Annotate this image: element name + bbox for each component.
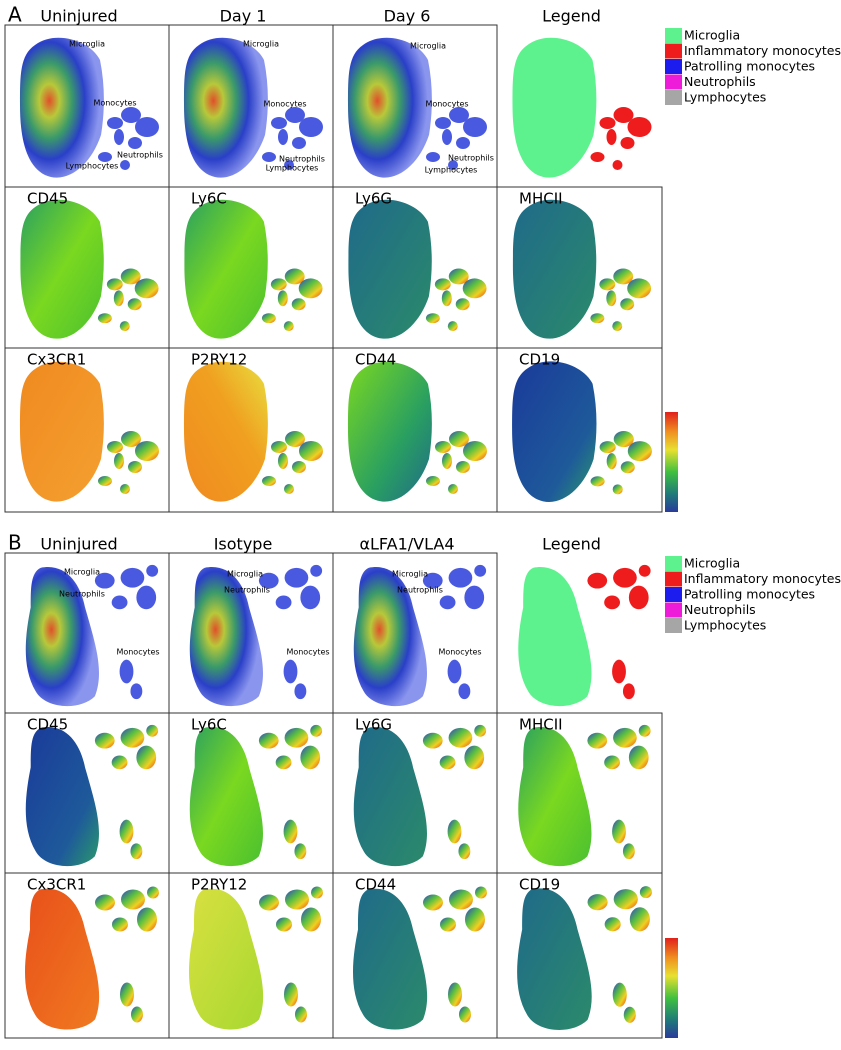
legend-swatch (665, 28, 682, 43)
marker-label: CD45 (27, 190, 68, 208)
cell-plot (20, 199, 159, 339)
legend-label: Neutrophils (684, 74, 756, 89)
column-title: Legend (542, 535, 601, 554)
legend-swatch (665, 571, 682, 587)
column-title: Day 6 (384, 7, 431, 26)
cluster-annotation: Microglia (392, 570, 428, 579)
cell-plot (348, 361, 487, 502)
cell-plot (518, 724, 651, 867)
cell-plot (518, 564, 651, 707)
labels: A Uninjured Day 1 Day 6 Legend Microglia Monoc… (8, 3, 841, 1038)
legend-swatch (665, 74, 682, 90)
cluster-annotation: Lymphocytes (266, 164, 319, 173)
legend-swatch (665, 618, 682, 633)
panel-label: A (8, 3, 22, 27)
cell-plot (184, 199, 323, 339)
cell-plot (25, 724, 159, 867)
cluster-annotation: Monocytes (438, 648, 481, 657)
marker-label: CD44 (355, 351, 396, 369)
legend-label: Lymphocytes (684, 618, 766, 633)
cluster-annotation: Microglia (69, 40, 105, 49)
cluster-annotation: Microglia (64, 568, 100, 577)
marker-label: Cx3CR1 (27, 876, 86, 894)
plot-grid (4, 24, 663, 1039)
cell-plot (20, 361, 159, 502)
marker-label: Ly6G (355, 190, 392, 208)
cluster-annotation: Lymphocytes (66, 162, 119, 171)
legend-swatch (665, 59, 682, 74)
cluster-annotation: Monocytes (263, 100, 306, 109)
cluster-annotation: Neutrophils (279, 155, 325, 164)
legend-swatch (665, 602, 682, 618)
legend-label: Lymphocytes (684, 90, 766, 105)
cell-plot (517, 886, 652, 1030)
legend-label: Neutrophils (684, 602, 756, 617)
legend-label: Microglia (684, 28, 740, 43)
marker-label: Ly6G (355, 716, 392, 734)
cluster-annotation: Neutrophils (397, 586, 443, 595)
marker-label: MHCII (519, 716, 563, 734)
cell-plot (512, 361, 652, 503)
cluster-annotation: Microglia (410, 42, 446, 51)
legend-label: Inflammatory monocytes (684, 571, 841, 586)
marker-label: CD19 (519, 876, 560, 894)
column-title: αLFA1/VLA4 (359, 535, 454, 554)
cell-plot (512, 37, 652, 178)
legend-swatch (665, 556, 682, 571)
cluster-annotation: Lymphocytes (425, 166, 478, 175)
cluster-annotation: Neutrophils (59, 590, 105, 599)
marker-label: CD45 (27, 716, 68, 734)
marker-label: P2RY12 (191, 876, 247, 894)
cluster-annotation: Microglia (227, 570, 263, 579)
panel-label: B (8, 531, 22, 555)
column-title: Legend (542, 7, 601, 26)
cell-border (496, 872, 663, 1039)
marker-label: CD19 (519, 351, 560, 369)
cell-plot (189, 886, 323, 1030)
marker-label: Ly6C (191, 190, 227, 208)
cluster-annotation: Monocytes (425, 100, 468, 109)
column-title: Uninjured (40, 535, 117, 554)
legend-swatch (665, 43, 682, 59)
cluster-annotation: Neutrophils (224, 586, 270, 595)
cluster-annotation: Monocytes (93, 99, 136, 108)
legend-label: Patrolling monocytes (684, 59, 815, 74)
cell-border (496, 347, 663, 513)
marker-label: CD44 (355, 876, 396, 894)
cluster-annotation: Neutrophils (117, 151, 163, 160)
cell-plot (353, 886, 487, 1030)
cell-plot (184, 361, 323, 502)
cluster-annotation: Monocytes (286, 648, 329, 657)
cell-plot (353, 724, 487, 867)
marker-label: Ly6C (191, 716, 227, 734)
color-bar (665, 412, 678, 512)
legend-swatch (665, 90, 682, 105)
marker-label: Cx3CR1 (27, 351, 86, 369)
legend-label: Patrolling monocytes (684, 587, 815, 602)
legend-label: Microglia (684, 556, 740, 571)
column-title: Day 1 (220, 7, 267, 26)
cluster-annotation: Monocytes (116, 648, 159, 657)
marker-label: MHCII (519, 190, 563, 208)
cell-plot (189, 724, 323, 867)
marker-label: P2RY12 (191, 351, 247, 369)
color-bar (665, 938, 678, 1038)
legend-label: Inflammatory monocytes (684, 43, 841, 58)
cell-plot (348, 199, 487, 339)
cell-plot (25, 886, 159, 1030)
column-title: Isotype (214, 535, 273, 554)
cluster-annotation: Neutrophils (448, 154, 494, 163)
column-title: Uninjured (40, 7, 117, 26)
cell-plot (512, 199, 652, 339)
legend-swatch (665, 587, 682, 602)
cell-plot (25, 564, 159, 707)
cluster-annotation: Microglia (243, 40, 279, 49)
